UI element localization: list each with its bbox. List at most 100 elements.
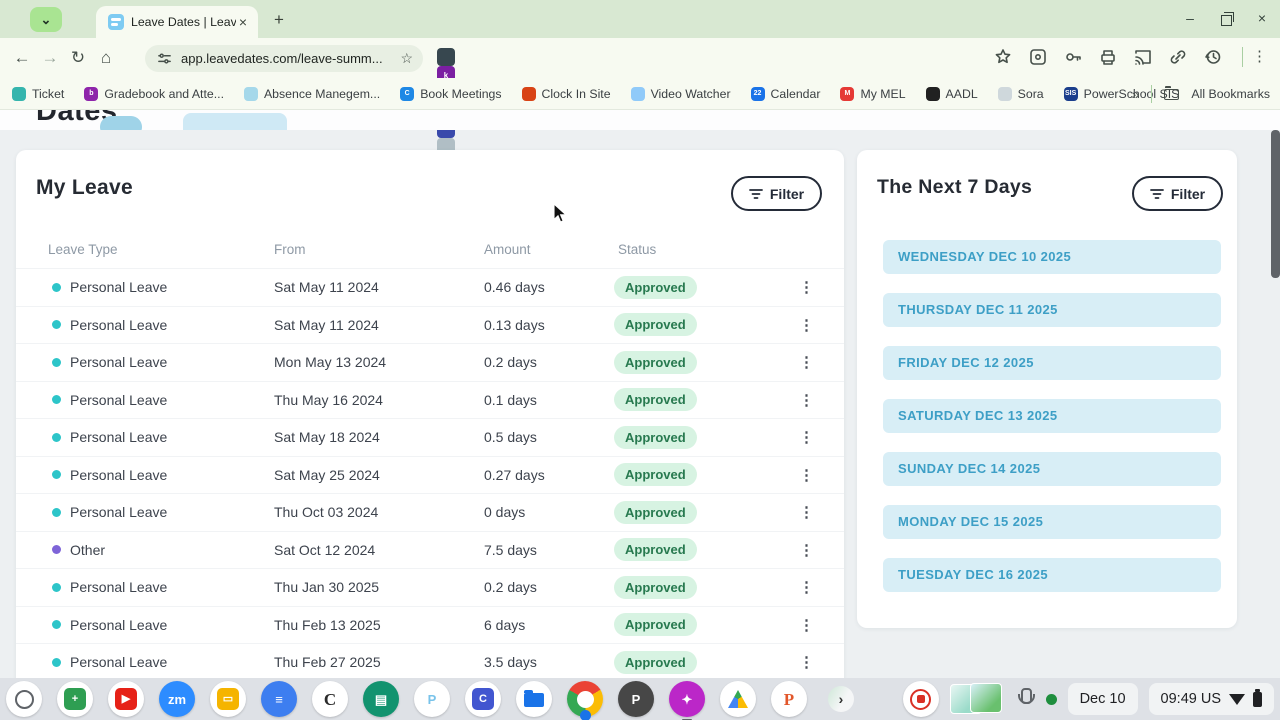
back-button[interactable]: ← bbox=[13, 48, 31, 67]
toolbar-divider bbox=[1242, 47, 1243, 67]
day-header[interactable]: TUESDAY DEC 16 2025 bbox=[883, 558, 1221, 592]
leavedates-favicon bbox=[108, 14, 124, 30]
bookmark-item[interactable]: Video Watcher bbox=[630, 86, 731, 101]
screenshot-icon[interactable] bbox=[1028, 47, 1048, 67]
bookmark-star-icon[interactable]: ☆ bbox=[400, 50, 413, 66]
status-dot bbox=[1045, 693, 1057, 705]
tab-strip: ⌄ Leave Dates | Leave Summary × + – × bbox=[0, 0, 1280, 38]
clever-app-icon[interactable]: C bbox=[465, 681, 501, 717]
status-badge: Approved bbox=[614, 350, 697, 374]
tab-search-button[interactable]: ⌄ bbox=[30, 7, 62, 32]
from-cell: Thu Oct 03 2024 bbox=[274, 504, 379, 521]
date-pill[interactable]: Dec 10 bbox=[1067, 683, 1138, 715]
bookmark-item[interactable]: C Book Meetings bbox=[400, 86, 502, 101]
table-row: Other Sat Oct 12 2024 7.5 days Approved … bbox=[16, 530, 844, 569]
microphone-icon[interactable] bbox=[1015, 686, 1035, 712]
bookmark-item[interactable]: Ticket bbox=[12, 86, 64, 101]
day-header[interactable]: SUNDAY DEC 14 2025 bbox=[883, 452, 1221, 486]
row-menu-kebab-icon[interactable]: ⋮ bbox=[799, 579, 814, 597]
youtube-icon[interactable]: ▶ bbox=[108, 681, 144, 717]
browser-tab[interactable]: Leave Dates | Leave Summary × bbox=[96, 6, 258, 38]
password-key-icon[interactable] bbox=[1063, 47, 1083, 67]
screen-record-icon[interactable] bbox=[902, 681, 939, 717]
row-menu-kebab-icon[interactable]: ⋮ bbox=[799, 466, 814, 484]
home-button[interactable]: ⌂ bbox=[100, 48, 112, 67]
leave-type-cell: Personal Leave bbox=[70, 616, 168, 633]
site-settings-icon[interactable] bbox=[157, 51, 172, 66]
row-menu-kebab-icon[interactable]: ⋮ bbox=[799, 316, 814, 334]
drive-app-icon[interactable] bbox=[720, 681, 756, 717]
bookmark-item[interactable]: b Gradebook and Atte... bbox=[84, 86, 224, 101]
row-menu-kebab-icon[interactable]: ⋮ bbox=[799, 354, 814, 372]
all-bookmarks-button[interactable]: All Bookmarks bbox=[1191, 87, 1270, 101]
cast-icon[interactable] bbox=[1133, 47, 1153, 67]
from-cell: Sat May 18 2024 bbox=[274, 429, 380, 446]
copy-link-icon[interactable] bbox=[1168, 47, 1188, 67]
row-menu-kebab-icon[interactable]: ⋮ bbox=[799, 279, 814, 297]
close-window-button[interactable]: × bbox=[1257, 10, 1267, 26]
forward-button[interactable]: → bbox=[41, 48, 59, 67]
leave-type-dot bbox=[52, 582, 61, 592]
browser-menu-kebab-icon[interactable]: ⋮ bbox=[1252, 48, 1267, 65]
day-header[interactable]: SATURDAY DEC 13 2025 bbox=[883, 399, 1221, 433]
row-menu-kebab-icon[interactable]: ⋮ bbox=[799, 616, 814, 634]
maximize-button[interactable] bbox=[1216, 8, 1236, 28]
page-scrollbar[interactable] bbox=[1271, 130, 1280, 278]
day-header[interactable]: FRIDAY DEC 12 2025 bbox=[883, 346, 1221, 380]
from-cell: Thu Feb 13 2025 bbox=[274, 616, 381, 633]
day-header[interactable]: MONDAY DEC 15 2025 bbox=[883, 505, 1221, 539]
reading-list-star-icon[interactable] bbox=[993, 47, 1013, 67]
chrome-icon[interactable] bbox=[567, 681, 603, 720]
tab-close-icon[interactable]: × bbox=[238, 14, 247, 30]
minimize-button[interactable]: – bbox=[1186, 10, 1194, 26]
bookmark-item[interactable]: Sora bbox=[997, 86, 1044, 101]
classroom-app-icon[interactable]: ▤ bbox=[363, 681, 399, 717]
bookmarks-overflow-icon[interactable]: » bbox=[1131, 86, 1140, 102]
row-menu-kebab-icon[interactable]: ⋮ bbox=[799, 391, 814, 409]
row-menu-kebab-icon[interactable]: ⋮ bbox=[799, 541, 814, 559]
leave-type-dot bbox=[52, 545, 61, 555]
launcher-icon[interactable] bbox=[6, 681, 42, 717]
row-menu-kebab-icon[interactable]: ⋮ bbox=[799, 654, 814, 672]
system-tray[interactable]: 09:49 US bbox=[1148, 683, 1274, 715]
from-cell: Sat May 11 2024 bbox=[274, 316, 379, 333]
canvas-app-icon[interactable]: C bbox=[312, 681, 348, 717]
row-menu-kebab-icon[interactable]: ⋮ bbox=[799, 429, 814, 447]
window-previews[interactable] bbox=[949, 683, 1004, 715]
extension-icon[interactable] bbox=[437, 48, 455, 66]
history-icon[interactable] bbox=[1203, 47, 1223, 67]
files-app-icon[interactable] bbox=[516, 681, 552, 717]
next-7-days-filter-button[interactable]: Filter bbox=[1132, 176, 1223, 211]
amount-cell: 7.5 days bbox=[484, 541, 537, 558]
reload-button[interactable]: ↻ bbox=[70, 48, 86, 67]
new-tab-button[interactable]: + bbox=[274, 10, 284, 29]
sparkle-app-icon[interactable]: ✦ bbox=[669, 681, 705, 720]
day-header[interactable]: WEDNESDAY DEC 10 2025 bbox=[883, 240, 1221, 274]
from-cell: Mon May 13 2024 bbox=[274, 354, 387, 371]
slides-app-icon[interactable]: ▭ bbox=[210, 681, 246, 717]
zoom-icon[interactable]: zm bbox=[159, 681, 195, 717]
bookmark-item[interactable]: AADL bbox=[925, 86, 978, 101]
p-dark-app-icon[interactable]: P bbox=[618, 681, 654, 717]
bookmark-item[interactable]: Absence Manegem... bbox=[243, 86, 380, 101]
bookmark-item[interactable]: M My MEL bbox=[840, 86, 906, 101]
docs-app-icon[interactable]: ≡ bbox=[261, 681, 297, 717]
address-bar[interactable]: app.leavedates.com/leave-summ... ☆ bbox=[145, 45, 423, 72]
day-header[interactable]: THURSDAY DEC 11 2025 bbox=[883, 293, 1221, 327]
status-badge: Approved bbox=[614, 575, 697, 599]
bookmark-item[interactable]: 22 Calendar bbox=[750, 86, 820, 101]
header-button[interactable] bbox=[183, 113, 287, 130]
amount-cell: 0 days bbox=[484, 504, 526, 521]
my-leave-filter-button[interactable]: Filter bbox=[731, 176, 822, 211]
row-menu-kebab-icon[interactable]: ⋮ bbox=[799, 504, 814, 522]
url-text[interactable]: app.leavedates.com/leave-summ... bbox=[181, 51, 383, 66]
bookmark-item[interactable]: Clock In Site bbox=[521, 86, 611, 101]
header-pill[interactable] bbox=[100, 116, 142, 130]
bookmark-item[interactable]: SIS PowerSchool SIS bbox=[1063, 86, 1180, 101]
print-icon[interactable] bbox=[1098, 47, 1118, 67]
powerschool-app-icon[interactable]: P bbox=[414, 681, 450, 717]
script-p-app-icon[interactable]: P bbox=[771, 681, 807, 717]
bookmark-favicon: M bbox=[840, 86, 855, 101]
shelf-expand-chevron-icon[interactable]: › bbox=[828, 686, 854, 712]
sheets-app-icon[interactable]: + bbox=[57, 681, 93, 717]
